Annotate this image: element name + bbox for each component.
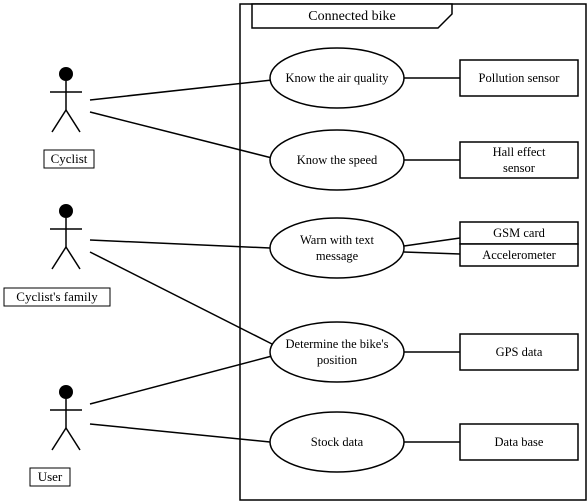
edge-family-uc_pos <box>90 252 272 344</box>
actor-label: Cyclist's family <box>16 289 98 304</box>
tech-t_gsm: GSM card <box>460 222 578 244</box>
actor-head-icon <box>59 204 73 218</box>
edge-user-uc_stock <box>90 424 270 442</box>
techs: Pollution sensor Hall effect sensor GSM car… <box>460 60 578 460</box>
tech-t_acc: Accelerometer <box>460 244 578 266</box>
usecase-label: Stock data <box>311 435 364 449</box>
system-title: Connected bike <box>308 9 395 24</box>
actor-leg-right-icon <box>66 428 80 450</box>
tech-t_gps: GPS data <box>460 334 578 370</box>
actor-leg-right-icon <box>66 110 80 132</box>
usecase-label: position <box>317 353 358 367</box>
usecase-label: Know the air quality <box>285 71 389 85</box>
usecase-label: Know the speed <box>297 153 378 167</box>
usecase-uc_warn: Warn with text message <box>270 218 404 278</box>
edge-cyclist-uc_speed <box>90 112 272 158</box>
edge-user-uc_pos <box>90 356 272 404</box>
edge-uc_warn-t_acc <box>404 252 460 254</box>
actor-head-icon <box>59 385 73 399</box>
edge-uc_warn-t_gsm <box>404 238 460 246</box>
actor-label: User <box>38 469 63 484</box>
tech-label: Pollution sensor <box>479 71 561 85</box>
tech-label: Accelerometer <box>482 248 556 262</box>
actor-leg-right-icon <box>66 247 80 269</box>
usecase-label: Warn with text <box>300 233 375 247</box>
tech-t_db: Data base <box>460 424 578 460</box>
actor-label: Cyclist <box>51 151 88 166</box>
usecase-uc_air: Know the air quality <box>270 48 404 108</box>
edge-family-uc_warn <box>90 240 270 248</box>
tech-t_poll: Pollution sensor <box>460 60 578 96</box>
actor-cyclist: Cyclist <box>44 67 94 168</box>
tech-label: sensor <box>503 161 536 175</box>
actor-leg-left-icon <box>52 247 66 269</box>
tech-label: GPS data <box>496 345 543 359</box>
usecase-uc_pos: Determine the bike's position <box>270 322 404 382</box>
usecases: Know the air quality Know the speed Warn w… <box>270 48 404 472</box>
edge-cyclist-uc_air <box>90 80 272 100</box>
use-case-diagram: Connected bike Cyclist Cyclist's family Us… <box>0 0 587 501</box>
tech-label: Data base <box>495 435 544 449</box>
usecase-uc_stock: Stock data <box>270 412 404 472</box>
usecase-label: message <box>316 249 359 263</box>
tech-label: Hall effect <box>493 145 546 159</box>
actor-leg-left-icon <box>52 428 66 450</box>
usecase-uc_speed: Know the speed <box>270 130 404 190</box>
usecase-label: Determine the bike's <box>286 337 389 351</box>
actor-leg-left-icon <box>52 110 66 132</box>
actor-family: Cyclist's family <box>4 204 110 306</box>
tech-label: GSM card <box>493 226 545 240</box>
actor-head-icon <box>59 67 73 81</box>
tech-t_hall: Hall effect sensor <box>460 142 578 178</box>
actor-user: User <box>30 385 82 486</box>
actors: Cyclist Cyclist's family User <box>4 67 110 486</box>
